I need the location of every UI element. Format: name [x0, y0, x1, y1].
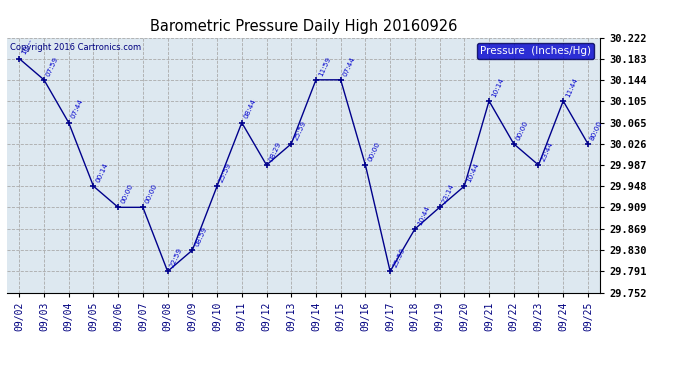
Text: 22:59: 22:59	[169, 247, 184, 268]
Text: 10:14: 10:14	[491, 76, 505, 98]
Text: 11:59: 11:59	[317, 56, 332, 77]
Text: 07:44: 07:44	[70, 98, 84, 120]
Text: 11:44: 11:44	[564, 76, 579, 98]
Text: 25:59: 25:59	[219, 162, 233, 183]
Text: 25:59: 25:59	[293, 120, 307, 141]
Text: 00:14: 00:14	[95, 162, 109, 183]
Text: 07:44: 07:44	[342, 56, 357, 77]
Text: 10:--: 10:--	[21, 38, 33, 56]
Text: 80:00: 80:00	[589, 120, 604, 141]
Legend: Pressure  (Inches/Hg): Pressure (Inches/Hg)	[477, 43, 594, 60]
Text: 00:00: 00:00	[367, 141, 381, 162]
Text: 25:59: 25:59	[391, 247, 406, 268]
Text: 08:29: 08:29	[268, 141, 282, 162]
Text: 07:59: 07:59	[46, 56, 60, 77]
Text: 10:44: 10:44	[466, 162, 480, 183]
Title: Barometric Pressure Daily High 20160926: Barometric Pressure Daily High 20160926	[150, 18, 457, 33]
Text: Copyright 2016 Cartronics.com: Copyright 2016 Cartronics.com	[10, 43, 141, 52]
Text: 00:00: 00:00	[119, 183, 134, 204]
Text: 08:44: 08:44	[243, 98, 257, 120]
Text: 10:44: 10:44	[416, 205, 431, 226]
Text: 08:59: 08:59	[194, 226, 208, 248]
Text: 23:44: 23:44	[540, 141, 554, 162]
Text: 23:14: 23:14	[441, 183, 455, 204]
Text: 00:00: 00:00	[515, 120, 529, 141]
Text: 00:00: 00:00	[144, 183, 159, 204]
